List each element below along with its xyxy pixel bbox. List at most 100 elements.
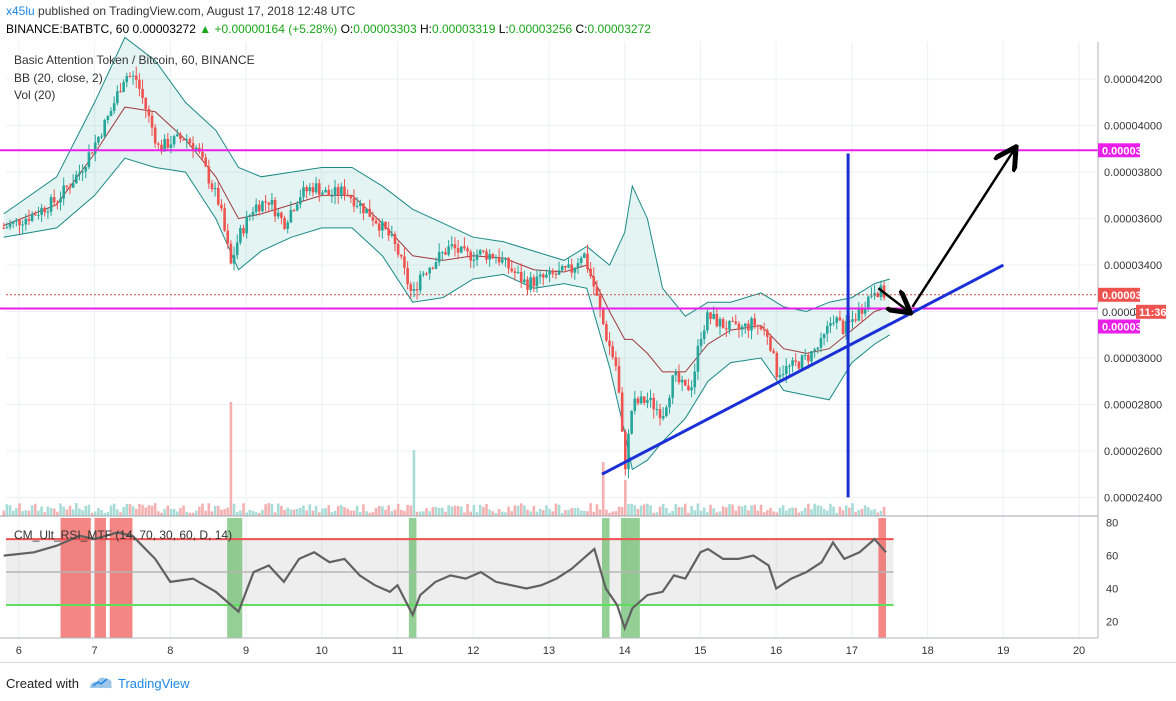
volume-bar [371,511,375,516]
volume-bar [766,510,769,516]
candle-body [422,273,425,275]
candle-body [494,257,498,259]
volume-bar [813,503,816,516]
candle-body [157,143,160,145]
rsi-pane [3,518,894,638]
volume-bar [409,505,413,516]
volume-bar [718,511,722,516]
volume-bar [18,503,21,516]
legend-title: Basic Attention Token / Bitcoin, 60, BIN… [14,53,255,67]
volume-bar [781,505,785,516]
volume-bar [598,509,602,516]
username[interactable]: x45lu [6,4,35,18]
volume-bar [346,508,349,516]
candle-body [718,319,722,327]
candle-body [2,227,6,229]
candle-body [633,398,637,411]
candle-body [431,267,435,269]
candle-body [743,323,747,327]
volume-bar [258,512,261,516]
candle-body [18,219,21,226]
candle-body [27,218,31,221]
volume-bar [330,512,334,516]
candle-body [270,199,274,205]
volume-bar [27,510,31,516]
candle-body [172,136,176,145]
candle-body [835,317,839,323]
candle-body [813,349,816,352]
candle-body [204,157,207,167]
volume-bar [576,507,580,516]
price-tick-label: 0.00003600 [1104,214,1162,226]
candle-body [182,139,185,141]
candle-body [750,318,753,331]
volume-bar [384,509,387,516]
volume-bar [321,508,324,516]
candle-body [134,75,138,80]
candle-body [475,254,479,260]
arrow [911,149,1014,308]
volume-bar [131,506,135,516]
volume-bar [646,503,649,516]
candle-body [333,187,337,196]
time-tick-label: 20 [1073,645,1085,657]
candle-body [153,127,157,144]
level-lower-tag-bg [1098,319,1140,334]
volume-bar [589,503,592,516]
candle-body [409,284,413,291]
volume-bar [46,506,50,516]
candle-body [90,152,94,154]
chart-canvas[interactable]: 0.00004200 0.00004000 0.00003800 0.00003600… [0,0,1176,662]
candle-body [456,248,460,253]
volume-bar [191,512,195,516]
tradingview-link[interactable]: TradingView [118,676,190,691]
volume-bar [37,510,40,516]
volume-bar [592,511,596,516]
rsi-line [3,531,887,632]
candle-body [557,270,561,275]
candle-body [273,199,277,217]
candle-body [349,195,353,199]
tradingview-logo-icon [90,677,112,689]
price-tick-label: 0.00002400 [1104,492,1162,504]
volume-bar [636,508,640,516]
volume-bar [119,512,122,516]
candle-body [175,134,179,137]
volume-bar [220,509,223,516]
candle-body [150,115,154,128]
arrow [877,287,908,311]
volume-bar [778,507,782,516]
candle-body [324,189,327,193]
price-tick-label: 0.00002600 [1104,446,1162,458]
candle-body [393,234,397,245]
candle-body [242,227,245,234]
candle-body [567,264,570,268]
volume-bar [71,509,75,516]
volume-bar [441,507,444,516]
horizontal-levels [0,149,1098,310]
candle-body [377,223,381,231]
volume-bar [671,510,674,516]
volume-bar [311,510,315,516]
volume-bar [418,511,422,516]
candle-body [207,166,211,184]
candle-body [352,198,356,207]
candle-body [491,254,495,259]
candle-body [355,205,359,207]
candle-body [665,407,668,417]
volume-bar [835,512,839,516]
candle-body [160,144,163,152]
candle-body [305,187,308,192]
candle-body [523,279,526,283]
candle-body [747,323,750,331]
candle-body [362,203,365,214]
volume-bar [362,504,365,516]
volume-bar [103,512,106,516]
candle-body [239,227,242,243]
candle-body [778,375,782,378]
candle-body [358,203,362,206]
rsi-tick-label: 80 [1106,518,1118,530]
rsi-zone [94,518,106,638]
volume-bar [396,503,400,516]
candle-body [223,208,226,231]
